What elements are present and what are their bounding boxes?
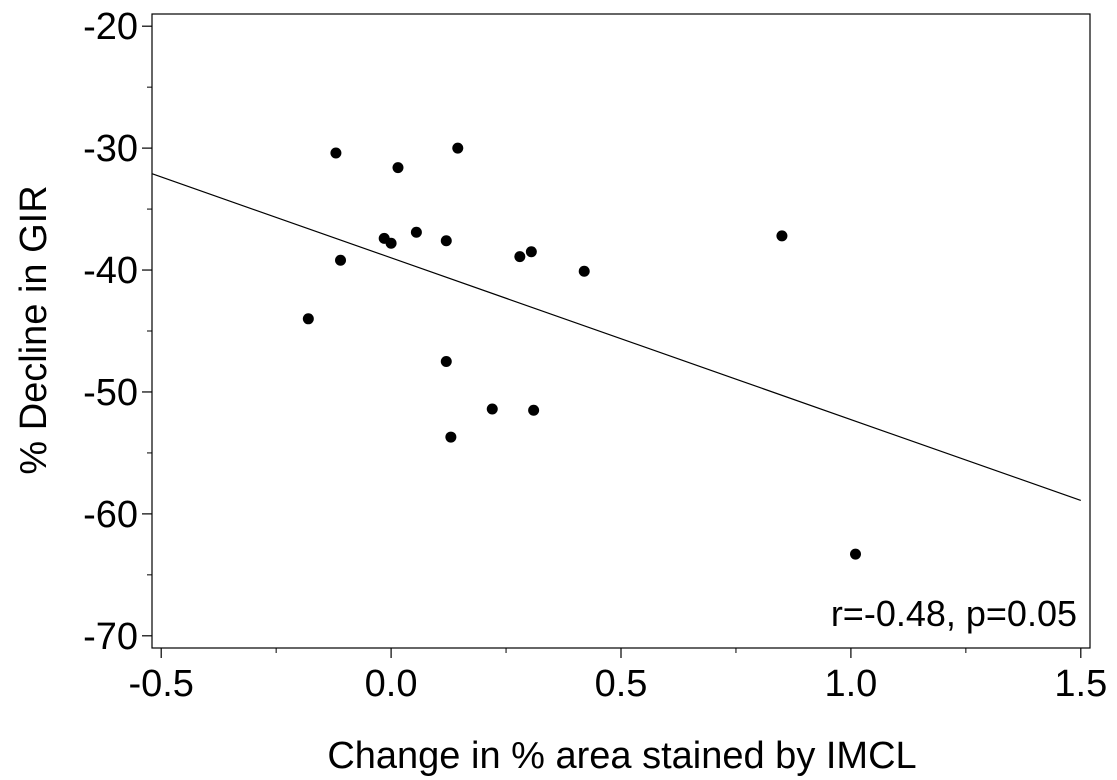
y-tick-label: -20 [83, 6, 138, 48]
x-tick-label: 0.0 [365, 663, 418, 705]
data-point [335, 254, 347, 266]
data-point [452, 142, 464, 154]
x-axis-label: Change in % area stained by IMCL [327, 735, 916, 777]
data-point [440, 235, 452, 247]
stats-annotation: r=-0.48, p=0.05 [831, 593, 1077, 634]
data-point [578, 265, 590, 277]
x-tick-label: 1.5 [1054, 663, 1107, 705]
data-point [445, 431, 457, 443]
y-tick-label: -40 [83, 250, 138, 292]
x-tick-label: -0.5 [128, 663, 193, 705]
data-point [410, 226, 422, 238]
y-tick-label: -70 [83, 616, 138, 658]
x-tick-label: 1.0 [824, 663, 877, 705]
data-point [330, 147, 342, 159]
data-point [302, 313, 314, 325]
y-tick-label: -60 [83, 494, 138, 536]
regression-line [151, 173, 1082, 502]
data-point [514, 251, 526, 263]
data-point [850, 548, 861, 560]
data-point [392, 162, 404, 174]
plot-area: -20 -30 -40 -50 -60 -70 -0.5 0.0 0.5 1.0 1.5 [83, 6, 1107, 705]
y-axis-label: % Decline in GIR [13, 185, 55, 474]
x-tick-label: 0.5 [595, 663, 648, 705]
data-point [528, 404, 540, 416]
y-tick-label: -30 [83, 128, 138, 170]
data-point [440, 355, 452, 367]
y-tick-label: -50 [83, 372, 138, 414]
data-point [385, 237, 397, 249]
plot-frame [151, 13, 1091, 649]
data-point [776, 230, 788, 242]
data-point [486, 403, 498, 415]
data-point [525, 246, 537, 258]
